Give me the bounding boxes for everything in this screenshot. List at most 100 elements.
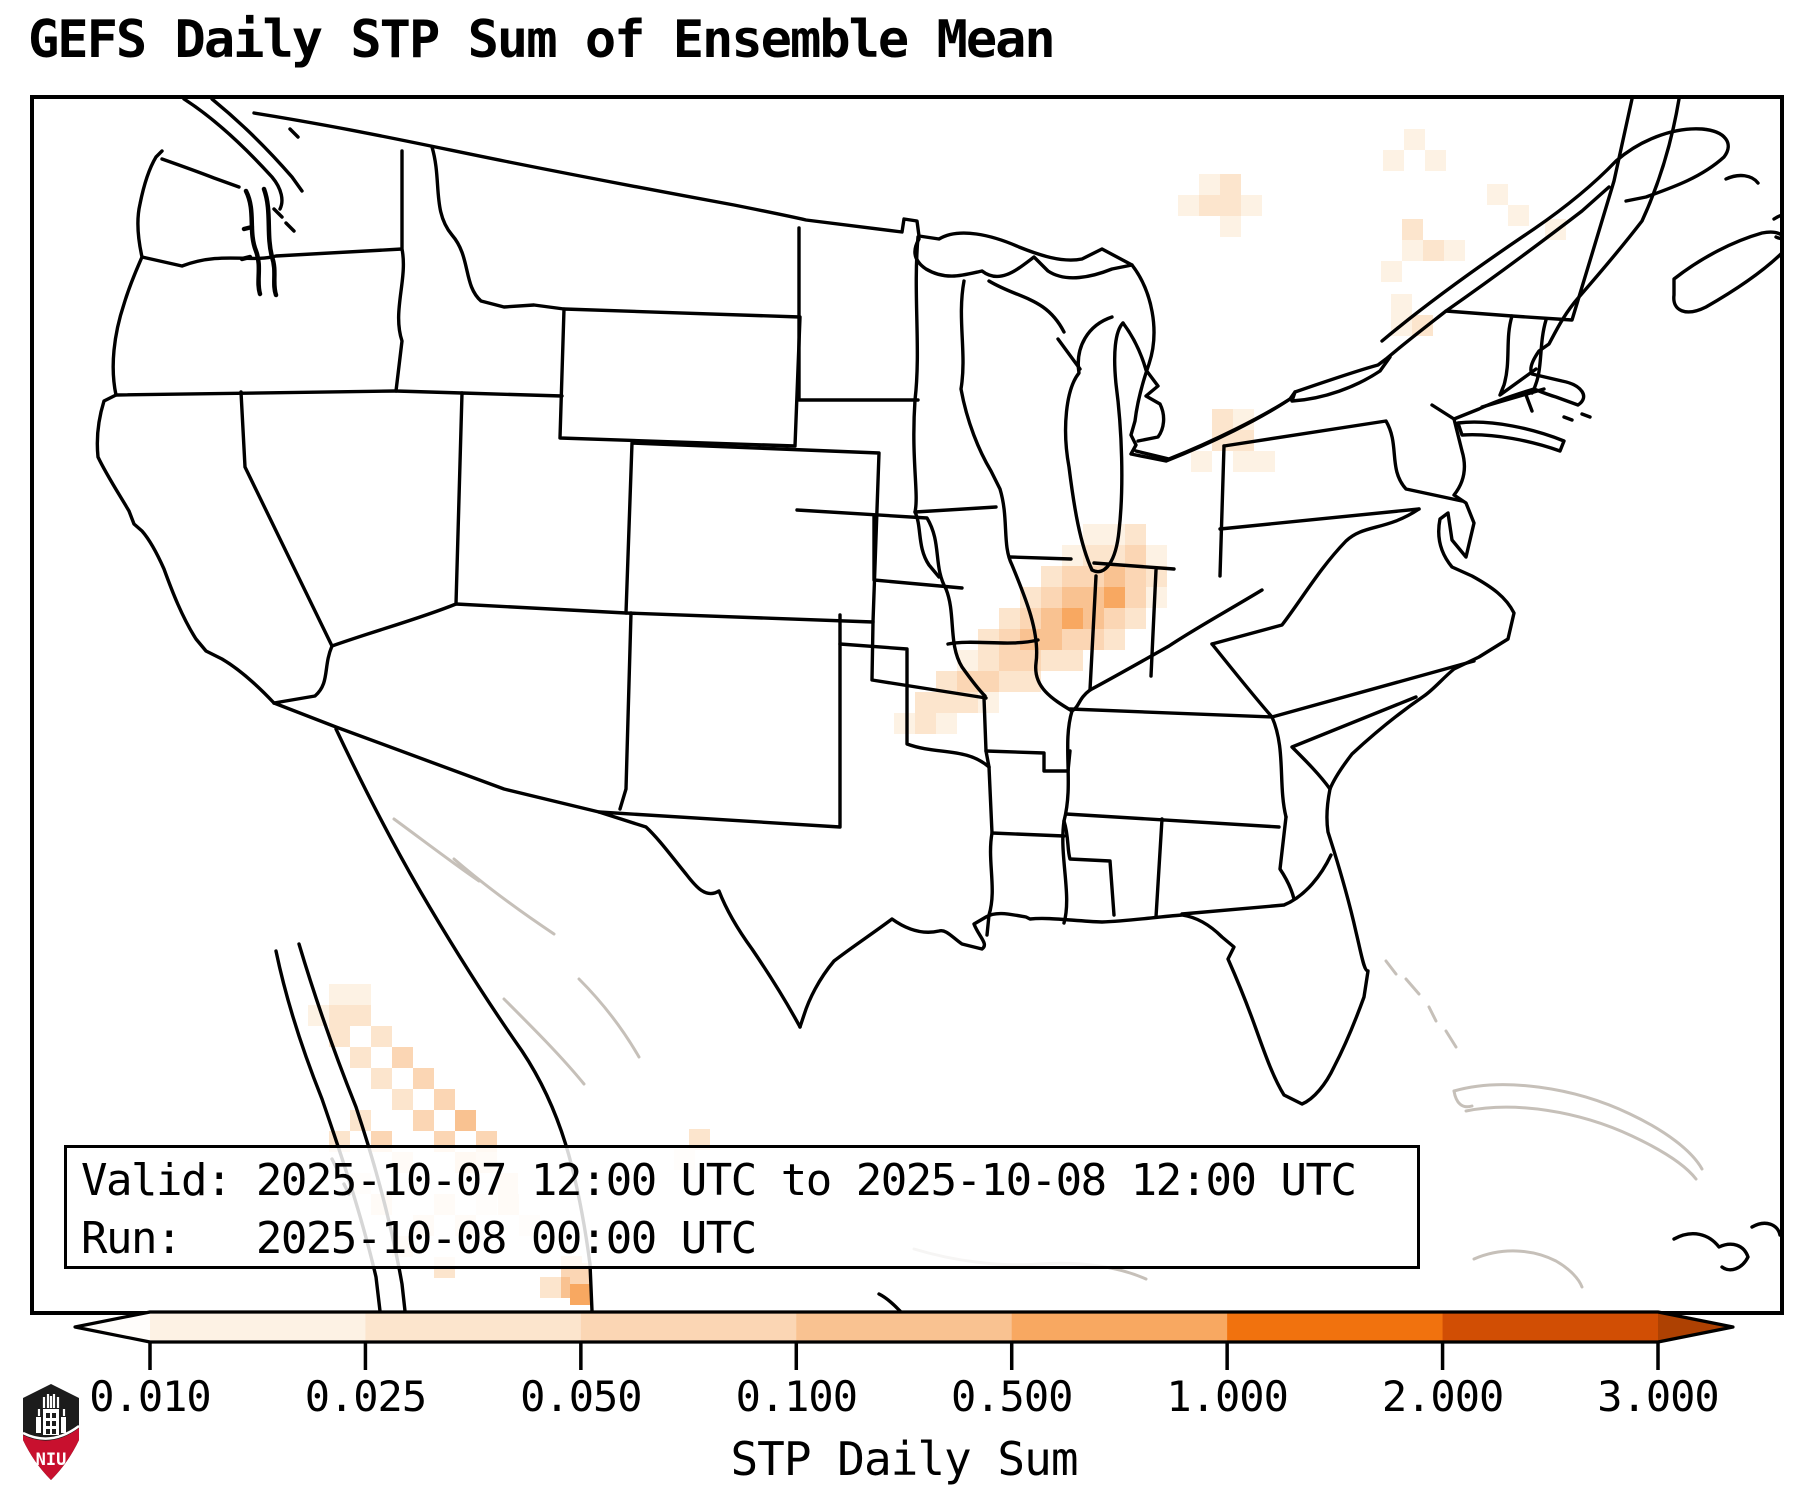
stp-heat-cell bbox=[1104, 608, 1125, 629]
stp-heat-cell bbox=[455, 1110, 476, 1131]
colorbar-tick-label: 0.100 bbox=[735, 1372, 858, 1421]
colorbar-segment bbox=[365, 1312, 582, 1342]
stp-heat-cell bbox=[1062, 545, 1083, 566]
stp-heat-cell bbox=[1062, 608, 1083, 629]
stp-heat-cell bbox=[1423, 240, 1444, 261]
stp-heat-cell bbox=[978, 671, 999, 692]
logo-niu-text: NIU bbox=[36, 1450, 67, 1470]
stp-heat-cell bbox=[936, 713, 957, 734]
stp-heat-cell bbox=[329, 984, 350, 1005]
stp-heat-cell bbox=[1425, 150, 1446, 171]
state-and-coast-lines bbox=[95, 99, 1780, 1311]
stp-heat-cell bbox=[1191, 451, 1212, 472]
stp-heat-cell bbox=[1254, 451, 1275, 472]
stp-heat-cell bbox=[1199, 195, 1220, 216]
stp-heat-cell bbox=[999, 650, 1020, 671]
stp-heat-cell bbox=[350, 984, 371, 1005]
stp-heat-cell bbox=[1444, 240, 1465, 261]
colorbar-tick-label: 0.025 bbox=[304, 1372, 427, 1421]
stp-heat-cell bbox=[413, 1110, 434, 1131]
stp-heat-cell bbox=[1125, 587, 1146, 608]
stp-heat-cell bbox=[936, 671, 957, 692]
stp-heat-cell bbox=[1402, 219, 1423, 240]
colorbar-segment bbox=[1227, 1312, 1444, 1342]
stp-heat-cell bbox=[978, 650, 999, 671]
stp-heat-cell bbox=[915, 692, 936, 713]
stp-heat-cell bbox=[1233, 430, 1254, 451]
stp-heat-cell bbox=[1104, 629, 1125, 650]
stp-heat-cell bbox=[1381, 261, 1402, 282]
stp-heat-cell bbox=[999, 671, 1020, 692]
stp-heat-cell bbox=[999, 608, 1020, 629]
colorbar-svg bbox=[73, 1310, 1735, 1370]
stp-heat-cell bbox=[999, 629, 1020, 650]
stp-heat-cell bbox=[1199, 174, 1220, 195]
stp-heat-cell bbox=[1104, 566, 1125, 587]
colorbar-tick-label: 0.010 bbox=[89, 1372, 211, 1421]
colorbar-tick-label: 0.050 bbox=[520, 1372, 642, 1421]
us-map bbox=[95, 99, 1780, 1311]
stp-heat-cell bbox=[1241, 195, 1262, 216]
logo-shield-red bbox=[23, 1428, 79, 1480]
colorbar-under-arrow bbox=[75, 1312, 150, 1342]
valid-time-line: Valid: 2025-10-07 12:00 UTC to 2025-10-0… bbox=[81, 1155, 1357, 1206]
stp-heat-cell bbox=[1041, 650, 1062, 671]
stp-heat-cell bbox=[392, 1047, 413, 1068]
colorbar-segment bbox=[150, 1312, 367, 1342]
colorbar-over-arrow bbox=[1658, 1312, 1733, 1342]
stp-heat-cell bbox=[1508, 205, 1529, 226]
stp-heat-cell bbox=[1041, 566, 1062, 587]
colorbar bbox=[0, 1300, 1803, 1380]
colorbar-segment bbox=[1011, 1312, 1228, 1342]
stp-heat-cell bbox=[1083, 524, 1104, 545]
stp-heat-cell bbox=[1146, 545, 1167, 566]
stp-heat-cell bbox=[1125, 608, 1146, 629]
stp-heat-cell bbox=[1383, 150, 1404, 171]
stp-heat-cell bbox=[1041, 587, 1062, 608]
stp-heat-cell bbox=[978, 692, 999, 713]
stp-heat-cell bbox=[1233, 451, 1254, 472]
stp-heat-cell bbox=[350, 1005, 371, 1026]
stp-heat-cell bbox=[936, 692, 957, 713]
niu-logo: NIU bbox=[22, 1384, 80, 1480]
stp-heat-cell bbox=[1487, 184, 1508, 205]
colorbar-segment bbox=[796, 1312, 1013, 1342]
stp-heat-cell bbox=[957, 671, 978, 692]
stp-heat-cell bbox=[1402, 240, 1423, 261]
stp-heat-cell bbox=[371, 1068, 392, 1089]
stp-heat-cell bbox=[1391, 294, 1412, 315]
stp-heat-cell bbox=[978, 629, 999, 650]
stp-heat-cell bbox=[434, 1089, 455, 1110]
logo-swoosh bbox=[22, 1424, 80, 1440]
stp-heat-cell bbox=[329, 1026, 350, 1047]
stp-heat-cell bbox=[540, 1277, 561, 1298]
stp-heat-cell bbox=[1146, 587, 1167, 608]
stp-heat-cell bbox=[1041, 608, 1062, 629]
stp-heat-cell bbox=[1104, 524, 1125, 545]
stp-heat-cell bbox=[1404, 129, 1425, 150]
stp-heat-cell bbox=[371, 1026, 392, 1047]
stp-heat-cell bbox=[1104, 587, 1125, 608]
stp-heat-cell bbox=[1212, 409, 1233, 430]
stp-heat-cell bbox=[392, 1089, 413, 1110]
page-title: GEFS Daily STP Sum of Ensemble Mean bbox=[28, 10, 1056, 70]
stp-heat-cell bbox=[1062, 650, 1083, 671]
stp-heat-cell bbox=[350, 1047, 371, 1068]
stp-heat-cell bbox=[1062, 566, 1083, 587]
colorbar-segment bbox=[580, 1312, 797, 1342]
stp-heat-cell bbox=[1125, 566, 1146, 587]
stp-heat-cell bbox=[1125, 524, 1146, 545]
colorbar-tick-label: 0.500 bbox=[950, 1372, 1073, 1421]
stp-heat-cell bbox=[915, 713, 936, 734]
stp-heat-cell bbox=[1220, 195, 1241, 216]
stp-heat-cell bbox=[1412, 315, 1433, 336]
stp-heat-cell bbox=[1062, 629, 1083, 650]
info-box: Valid: 2025-10-07 12:00 UTC to 2025-10-0… bbox=[64, 1145, 1420, 1269]
stp-heat-cell bbox=[329, 1005, 350, 1026]
run-time-line: Run: 2025-10-08 00:00 UTC bbox=[81, 1213, 757, 1264]
stp-heat-cell bbox=[1125, 545, 1146, 566]
stp-heat-cell bbox=[894, 713, 915, 734]
map-frame: Valid: 2025-10-07 12:00 UTC to 2025-10-0… bbox=[30, 95, 1784, 1315]
colorbar-segment bbox=[1442, 1312, 1659, 1342]
